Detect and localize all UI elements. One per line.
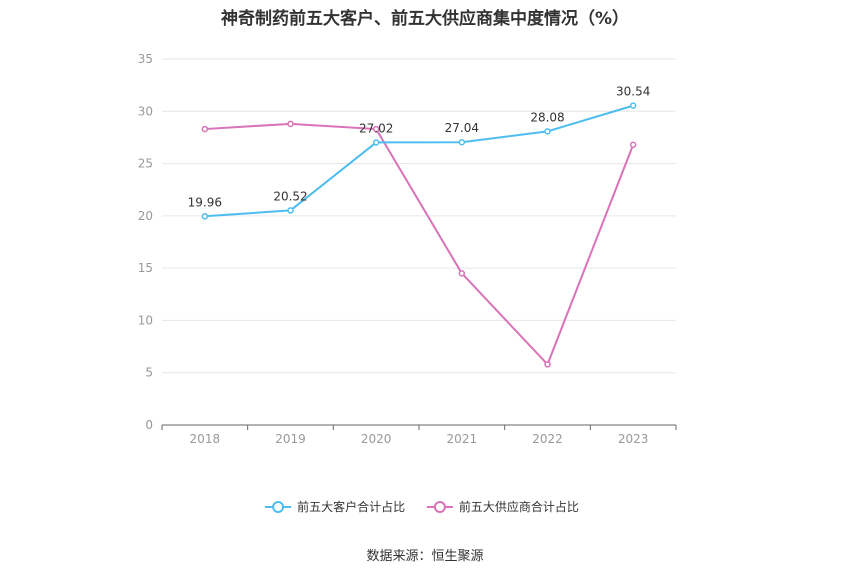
y-tick-label: 15: [138, 261, 153, 275]
legend-item[interactable]: 前五大客户合计占比: [265, 499, 405, 514]
data-point: [458, 270, 466, 277]
data-point: [201, 213, 209, 220]
y-tick-label: 35: [138, 52, 153, 66]
source-note: 数据来源：恒生聚源: [366, 549, 484, 564]
legend-marker-icon: [272, 501, 285, 513]
data-point: [201, 125, 209, 133]
data-label: 27.02: [359, 121, 393, 135]
y-tick-label: 20: [138, 209, 153, 223]
data-point: [544, 128, 551, 135]
data-point: [287, 120, 294, 128]
x-tick-label: 2019: [275, 432, 306, 446]
data-label: 27.04: [445, 121, 479, 135]
x-tick-label: 2022: [532, 432, 563, 446]
y-tick-label: 30: [138, 104, 153, 118]
chart-title: 神奇制药前五大客户、前五大供应商集中度情况（%）: [220, 9, 630, 29]
data-point: [458, 138, 466, 146]
series: [201, 102, 637, 368]
legend-label: 前五大客户合计占比: [297, 499, 405, 514]
data-point: [629, 141, 637, 148]
axes: 0 5 10 15 20 25 30 35 2018 2019 2020 2021 2022 2023: [138, 52, 677, 446]
data-labels: 19.96 20.52 27.02 27.04 28.08 30.54: [188, 85, 651, 210]
data-label: 19.96: [188, 195, 222, 209]
data-point: [372, 139, 380, 146]
y-tick-label: 25: [138, 157, 153, 171]
data-label: 20.52: [273, 189, 307, 203]
y-tick-label: 5: [145, 366, 153, 380]
x-tick-label: 2023: [618, 432, 649, 446]
x-tick-label: 2020: [361, 432, 392, 446]
data-label: 28.08: [530, 110, 564, 124]
x-tick-label: 2021: [447, 432, 478, 446]
y-tick-label: 10: [138, 313, 153, 327]
y-tick-label: 0: [145, 418, 153, 432]
data-point: [629, 102, 637, 109]
data-point: [372, 125, 380, 133]
series-line: [204, 122, 635, 366]
data-label: 30.54: [616, 85, 650, 99]
data-point: [287, 207, 294, 214]
data-point: [544, 361, 551, 368]
legend-marker-icon: [433, 501, 446, 513]
grid: [162, 58, 676, 374]
legend[interactable]: 前五大客户合计占比 前五大供应商合计占比: [265, 499, 579, 514]
x-tick-label: 2018: [190, 432, 221, 446]
legend-label: 前五大供应商合计占比: [459, 499, 579, 514]
legend-item[interactable]: 前五大供应商合计占比: [426, 499, 579, 514]
series-line: [204, 104, 634, 218]
